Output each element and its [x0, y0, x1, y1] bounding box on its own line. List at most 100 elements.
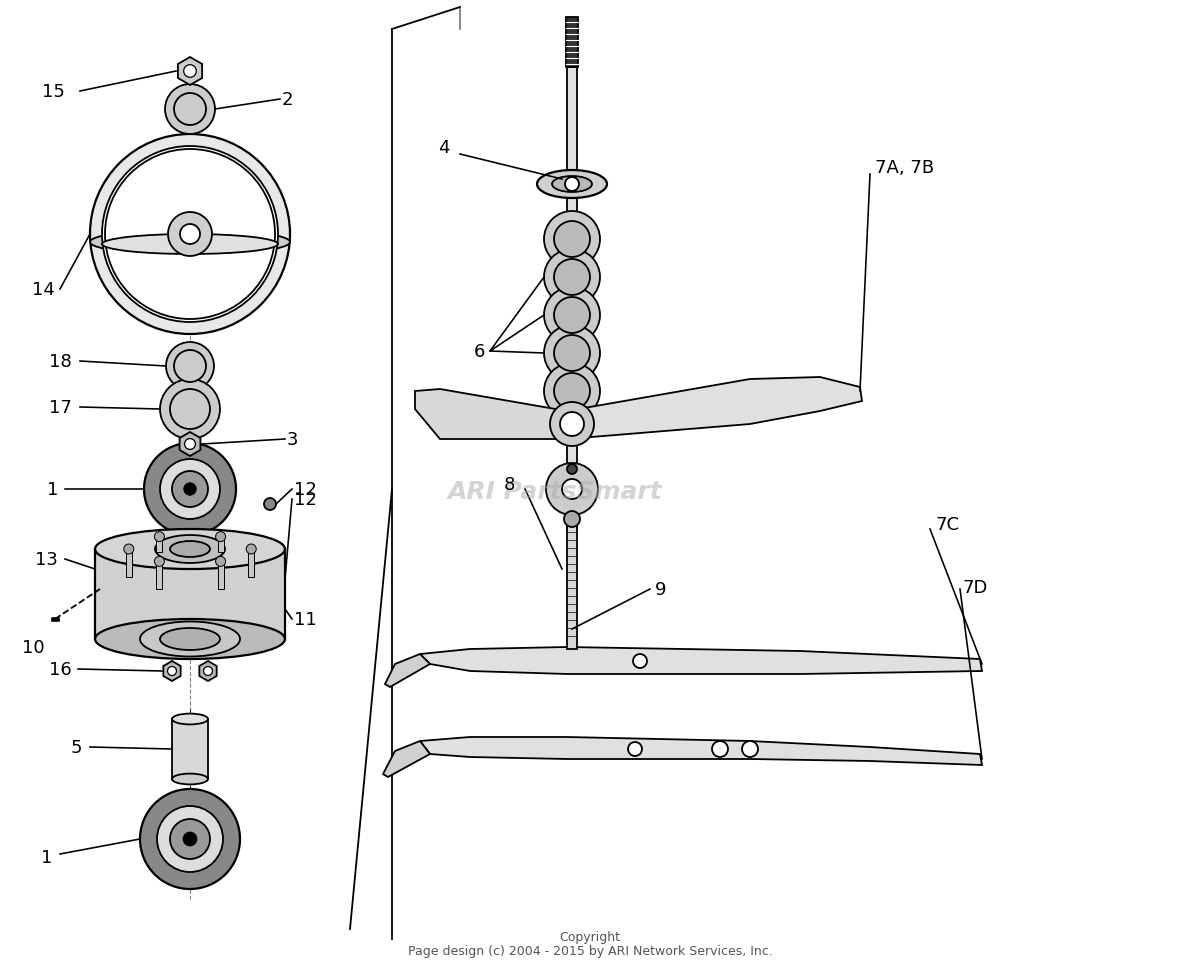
Circle shape: [184, 483, 196, 496]
Bar: [568, 68, 577, 530]
Polygon shape: [568, 378, 863, 439]
Circle shape: [184, 65, 196, 78]
Bar: [96, 550, 286, 639]
Circle shape: [553, 298, 590, 333]
Circle shape: [264, 499, 276, 510]
Circle shape: [181, 225, 199, 245]
Ellipse shape: [90, 230, 290, 256]
Circle shape: [562, 480, 582, 500]
Ellipse shape: [172, 714, 208, 725]
Text: 11: 11: [294, 610, 316, 628]
Circle shape: [165, 85, 215, 135]
Text: 1: 1: [40, 849, 52, 866]
Circle shape: [565, 178, 579, 192]
Ellipse shape: [101, 234, 278, 255]
Polygon shape: [163, 661, 181, 681]
Circle shape: [544, 250, 599, 306]
Circle shape: [632, 654, 647, 668]
Circle shape: [203, 667, 212, 676]
Ellipse shape: [96, 619, 286, 659]
Text: ARI PartsSmart: ARI PartsSmart: [447, 480, 662, 504]
Circle shape: [181, 100, 199, 120]
Bar: [157, 562, 163, 590]
Circle shape: [124, 545, 133, 554]
Text: 14: 14: [32, 281, 55, 299]
Polygon shape: [415, 389, 568, 439]
Circle shape: [160, 380, 219, 439]
Circle shape: [170, 819, 210, 859]
Bar: [157, 537, 163, 552]
Circle shape: [168, 212, 212, 257]
Ellipse shape: [160, 628, 219, 651]
Circle shape: [184, 439, 196, 450]
Text: 7A, 7B: 7A, 7B: [876, 159, 935, 177]
Circle shape: [181, 357, 199, 377]
Text: 6: 6: [473, 343, 485, 360]
Circle shape: [168, 667, 177, 676]
Circle shape: [140, 789, 240, 889]
Text: 10: 10: [22, 638, 45, 656]
Circle shape: [564, 383, 581, 400]
Circle shape: [544, 211, 599, 268]
Circle shape: [553, 374, 590, 409]
Circle shape: [560, 412, 584, 436]
Circle shape: [160, 459, 219, 520]
Text: Copyright: Copyright: [559, 930, 621, 944]
Text: 12: 12: [294, 480, 317, 499]
Ellipse shape: [552, 177, 592, 193]
Bar: [217, 537, 223, 552]
Bar: [172, 719, 208, 779]
Bar: [126, 550, 132, 578]
Circle shape: [544, 363, 599, 420]
Text: Page design (c) 2004 - 2015 by ARI Network Services, Inc.: Page design (c) 2004 - 2015 by ARI Netwo…: [407, 945, 773, 957]
Text: 18: 18: [50, 353, 72, 371]
Ellipse shape: [170, 541, 210, 557]
Text: 12: 12: [294, 490, 317, 508]
Circle shape: [553, 335, 590, 372]
Text: 17: 17: [50, 399, 72, 416]
Circle shape: [105, 150, 275, 320]
Circle shape: [216, 556, 225, 567]
Text: 2: 2: [282, 91, 294, 109]
Circle shape: [564, 346, 581, 361]
Circle shape: [546, 463, 598, 515]
Circle shape: [550, 403, 594, 447]
Text: 13: 13: [35, 551, 58, 568]
Text: 4: 4: [439, 138, 450, 157]
Ellipse shape: [172, 774, 208, 784]
Circle shape: [247, 545, 256, 554]
Text: 9: 9: [655, 580, 667, 599]
Circle shape: [564, 308, 581, 324]
Circle shape: [564, 511, 581, 528]
Polygon shape: [385, 654, 430, 687]
Text: 7C: 7C: [935, 515, 959, 533]
Circle shape: [155, 556, 164, 567]
Text: 5: 5: [71, 738, 81, 756]
Circle shape: [544, 287, 599, 344]
Text: 15: 15: [42, 83, 65, 101]
Circle shape: [742, 741, 758, 757]
Circle shape: [173, 351, 206, 382]
Ellipse shape: [96, 530, 286, 570]
Circle shape: [553, 259, 590, 296]
Bar: [568, 520, 577, 650]
Text: 8: 8: [504, 476, 514, 494]
Text: 16: 16: [50, 660, 72, 678]
Circle shape: [564, 232, 581, 248]
Circle shape: [172, 472, 208, 507]
Circle shape: [170, 389, 210, 430]
Circle shape: [157, 806, 223, 872]
Circle shape: [628, 742, 642, 756]
Text: 3: 3: [287, 431, 299, 449]
Polygon shape: [179, 432, 201, 456]
Polygon shape: [199, 661, 217, 681]
Circle shape: [90, 135, 290, 334]
Circle shape: [544, 326, 599, 382]
Polygon shape: [420, 648, 982, 675]
Circle shape: [144, 444, 236, 535]
Circle shape: [712, 741, 728, 757]
Circle shape: [166, 343, 214, 390]
Circle shape: [183, 832, 197, 846]
Circle shape: [181, 400, 199, 420]
Ellipse shape: [537, 171, 607, 199]
